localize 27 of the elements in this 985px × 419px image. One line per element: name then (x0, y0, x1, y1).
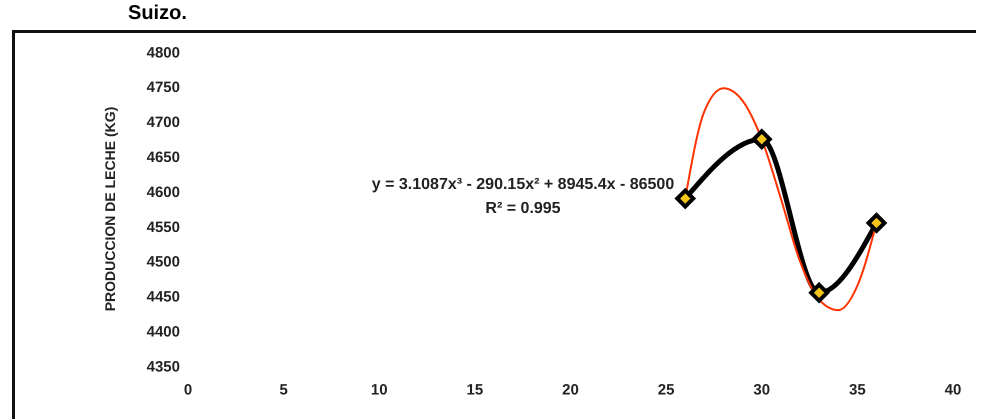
x-tick-label: 10 (370, 382, 388, 399)
y-tick-label: 4750 (146, 79, 180, 96)
y-tick-label: 4350 (146, 358, 180, 376)
point (752, 129, 772, 150)
y-tick-label: 4650 (146, 148, 180, 166)
y-tick-label: 4550 (146, 218, 180, 236)
y-tick-label: 4700 (146, 114, 180, 132)
y-tick-label: 4600 (146, 184, 180, 201)
annotation: R² = 0.995 (485, 200, 561, 218)
annotation: y = 3.1087x³ - 290.15x² + 8945.4x - 86500 (372, 176, 674, 194)
x-tick-label: 35 (849, 382, 866, 399)
x-tick-label: 0 (184, 382, 192, 399)
y-axis-title: PRODUCCION DE LECHE (KG) (102, 106, 118, 312)
y-tick-label: 4400 (146, 323, 180, 340)
x-tick-label: 20 (562, 382, 579, 399)
y-tick-label: 4450 (146, 288, 180, 306)
y-tick-label: 4800 (146, 44, 180, 62)
x-tick-label: 40 (944, 382, 962, 399)
point (675, 188, 696, 209)
y-tick-label: 4500 (146, 254, 180, 271)
x-tick-label: 5 (279, 382, 288, 399)
point (809, 282, 830, 303)
x-tick-label: 15 (466, 382, 484, 399)
chart-title: Suizo. (128, 2, 187, 25)
x-tick-label: 30 (753, 382, 770, 399)
point (866, 212, 886, 233)
x-tick-label: 25 (658, 382, 674, 399)
